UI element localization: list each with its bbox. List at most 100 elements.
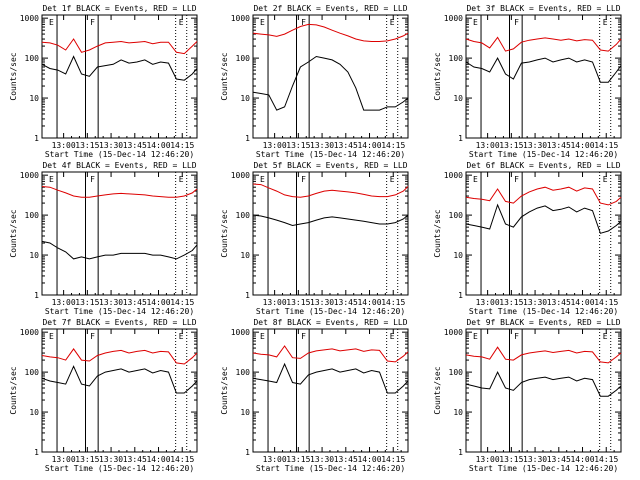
detector-panel-7: Det 7f BLACK = Events, RED = LLD 1 10 100 10… xyxy=(9,318,198,473)
marker-label: F xyxy=(301,332,306,341)
x-tick-label: 13:30 xyxy=(99,141,123,150)
detector-panel-2: Det 2f BLACK = Events, RED = LLD 1 10 100 10… xyxy=(220,4,409,159)
x-tick-label: 13:15 xyxy=(499,141,523,150)
panel-title: Det 9f BLACK = Events, RED = LLD xyxy=(466,318,620,327)
detector-panel-3: Det 3f BLACK = Events, RED = LLD 1 10 100 10… xyxy=(433,4,622,159)
x-tick-label: 13:45 xyxy=(334,298,358,307)
marker-label: F xyxy=(514,18,519,27)
plot-frame xyxy=(41,328,198,453)
marker-label: F xyxy=(90,18,95,27)
detector-panel-4: Det 4f BLACK = Events, RED = LLD 1 10 100 10… xyxy=(9,161,198,316)
y-axis-label: Counts/sec xyxy=(433,209,442,257)
x-tick-label: 14:00 xyxy=(357,141,381,150)
marker-label: E xyxy=(390,175,395,184)
marker-label: F xyxy=(90,332,95,341)
x-tick-label: 14:00 xyxy=(357,298,381,307)
events-series-line xyxy=(252,214,409,227)
marker-label: E xyxy=(260,18,265,27)
panel-title: Det 7f BLACK = Events, RED = LLD xyxy=(42,318,196,327)
x-tick-label: 14:15 xyxy=(594,298,618,307)
detector-panel-6: Det 6f BLACK = Events, RED = LLD 1 10 100 10… xyxy=(433,161,622,316)
lld-series-line xyxy=(252,345,409,363)
y-tick-label: 1 xyxy=(458,448,463,457)
x-tick-label: 13:30 xyxy=(523,298,547,307)
events-series-line xyxy=(41,55,198,81)
y-tick-label: 100 xyxy=(236,368,251,377)
x-tick-label: 13:45 xyxy=(334,141,358,150)
marker-label: E xyxy=(603,332,608,341)
x-tick-label: 13:00 xyxy=(263,141,287,150)
events-series-line xyxy=(465,203,622,234)
detector-panel-8: Det 8f BLACK = Events, RED = LLD 1 10 100 10… xyxy=(220,318,409,473)
y-tick-label: 1 xyxy=(458,134,463,143)
lld-series-line xyxy=(41,186,198,198)
y-tick-label: 1000 xyxy=(444,14,463,23)
marker-label: E xyxy=(390,332,395,341)
x-tick-label: 14:15 xyxy=(594,455,618,464)
x-tick-label: 13:15 xyxy=(499,455,523,464)
x-tick-label: 13:15 xyxy=(75,455,99,464)
y-tick-label: 1000 xyxy=(444,328,463,337)
plot-frame xyxy=(465,171,622,296)
x-tick-label: 14:00 xyxy=(146,141,170,150)
events-series-line xyxy=(465,370,622,397)
y-tick-label: 1000 xyxy=(231,14,250,23)
x-tick-label: 13:15 xyxy=(499,298,523,307)
y-axis-label: Counts/sec xyxy=(433,366,442,414)
marker-label: E xyxy=(603,175,608,184)
lld-series-line xyxy=(252,183,409,198)
detector-panel-5: Det 5f BLACK = Events, RED = LLD 1 10 100 10… xyxy=(220,161,409,316)
plot-frame xyxy=(465,328,622,453)
x-tick-label: 14:15 xyxy=(381,455,405,464)
panel-title: Det 5f BLACK = Events, RED = LLD xyxy=(253,161,407,170)
x-tick-label: 13:30 xyxy=(99,455,123,464)
y-tick-label: 10 xyxy=(453,251,463,260)
x-axis-label: Start Time (15-Dec-14 12:46:20) xyxy=(45,307,194,316)
y-tick-label: 1000 xyxy=(231,171,250,180)
lld-series-line xyxy=(465,186,622,206)
x-axis-label: Start Time (15-Dec-14 12:46:20) xyxy=(256,150,405,159)
plot-frame xyxy=(252,328,409,453)
y-tick-label: 1 xyxy=(245,448,250,457)
panel-title: Det 6f BLACK = Events, RED = LLD xyxy=(466,161,620,170)
x-tick-label: 13:00 xyxy=(263,298,287,307)
y-axis-label: Counts/sec xyxy=(220,209,229,257)
plot-frame xyxy=(252,14,409,139)
y-tick-label: 10 xyxy=(453,94,463,103)
x-tick-label: 14:15 xyxy=(381,298,405,307)
y-tick-label: 100 xyxy=(25,54,40,63)
x-tick-label: 14:00 xyxy=(570,298,594,307)
x-axis-label: Start Time (15-Dec-14 12:46:20) xyxy=(469,307,618,316)
marker-label: F xyxy=(514,175,519,184)
marker-label: E xyxy=(473,332,478,341)
y-tick-label: 100 xyxy=(236,211,251,220)
x-tick-label: 14:15 xyxy=(381,141,405,150)
y-tick-label: 1 xyxy=(245,291,250,300)
x-axis-label: Start Time (15-Dec-14 12:46:20) xyxy=(469,150,618,159)
y-tick-label: 1000 xyxy=(20,328,39,337)
y-axis-label: Counts/sec xyxy=(433,52,442,100)
y-tick-label: 100 xyxy=(449,368,464,377)
events-series-line xyxy=(465,57,622,83)
x-axis-label: Start Time (15-Dec-14 12:46:20) xyxy=(256,307,405,316)
y-tick-label: 1000 xyxy=(20,171,39,180)
y-tick-label: 1000 xyxy=(231,328,250,337)
x-tick-label: 13:00 xyxy=(52,141,76,150)
y-axis-label: Counts/sec xyxy=(220,366,229,414)
x-tick-label: 13:15 xyxy=(286,455,310,464)
marker-label: E xyxy=(49,18,54,27)
y-tick-label: 1 xyxy=(34,291,39,300)
marker-label: F xyxy=(301,18,306,27)
lld-series-line xyxy=(41,348,198,365)
events-series-line xyxy=(252,362,409,394)
y-tick-label: 100 xyxy=(449,211,464,220)
y-tick-label: 1 xyxy=(34,448,39,457)
events-series-line xyxy=(41,240,198,260)
y-tick-label: 10 xyxy=(240,408,250,417)
marker-label: E xyxy=(473,18,478,27)
x-tick-label: 13:15 xyxy=(75,141,99,150)
x-tick-label: 13:45 xyxy=(123,141,147,150)
y-tick-label: 100 xyxy=(25,211,40,220)
y-tick-label: 10 xyxy=(240,251,250,260)
y-axis-label: Counts/sec xyxy=(220,52,229,100)
